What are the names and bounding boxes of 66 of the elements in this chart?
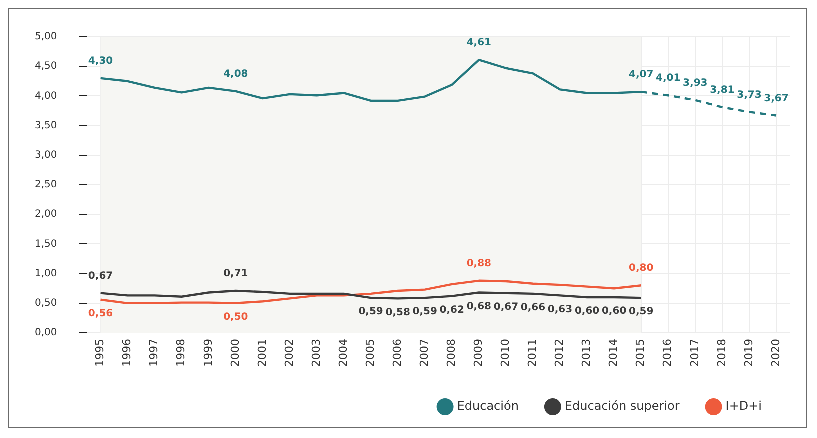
y-tick-label: 3,50 bbox=[35, 120, 58, 132]
data-label: 0,67 bbox=[88, 270, 114, 282]
x-tick-label: 2001 bbox=[256, 339, 269, 368]
y-tick-label: 0,50 bbox=[35, 298, 58, 309]
x-tick-label: 2003 bbox=[310, 339, 323, 368]
x-tick-label: 1997 bbox=[148, 339, 161, 368]
x-tick-label: 2012 bbox=[553, 339, 566, 368]
x-tick-label: 1999 bbox=[202, 339, 215, 368]
legend-label: Educación superior bbox=[564, 399, 680, 414]
y-tick-label: 4,00 bbox=[35, 90, 58, 102]
x-tick-label: 2005 bbox=[364, 339, 377, 368]
x-tick-label: 2019 bbox=[742, 339, 756, 368]
data-label: 0,60 bbox=[574, 306, 600, 318]
data-label: 0,67 bbox=[494, 302, 519, 313]
data-label: 0,56 bbox=[88, 308, 114, 320]
data-label: 3,73 bbox=[737, 90, 762, 101]
data-label: 4,30 bbox=[88, 56, 114, 68]
x-tick-label: 1995 bbox=[94, 339, 107, 368]
x-tick-label: 2018 bbox=[715, 339, 728, 368]
data-label: 0,88 bbox=[466, 258, 492, 270]
x-tick-label: 2007 bbox=[418, 339, 431, 368]
x-tick-label: 2000 bbox=[228, 339, 242, 368]
data-label: 4,07 bbox=[629, 70, 654, 81]
legend-label: Educación bbox=[457, 399, 519, 414]
y-tick-label: 1,50 bbox=[35, 238, 58, 250]
x-tick-label: 2006 bbox=[390, 339, 404, 368]
data-label: 0,59 bbox=[412, 306, 438, 318]
data-label: 0,59 bbox=[358, 306, 384, 318]
data-label: 0,50 bbox=[224, 312, 248, 323]
x-tick-label: 2008 bbox=[445, 339, 458, 368]
x-tick-label: 2013 bbox=[580, 339, 594, 368]
data-label: 0,68 bbox=[466, 301, 492, 312]
data-label: 0,62 bbox=[440, 304, 465, 316]
y-tick-label: 3,00 bbox=[35, 150, 58, 161]
y-tick-label: 2,50 bbox=[35, 180, 58, 191]
data-label: 4,61 bbox=[466, 38, 492, 49]
legend-label: I+D+i bbox=[726, 399, 762, 414]
data-label: 3,67 bbox=[764, 93, 789, 104]
y-tick-label: 1,00 bbox=[35, 268, 58, 280]
x-tick-label: 2014 bbox=[607, 339, 620, 368]
data-label: 0,59 bbox=[629, 306, 654, 318]
x-tick-label: 2004 bbox=[336, 339, 350, 368]
data-label: 0,66 bbox=[520, 302, 546, 314]
data-label: 0,60 bbox=[602, 306, 627, 318]
data-label: 4,01 bbox=[656, 73, 681, 84]
y-tick-label: 5,00 bbox=[35, 32, 58, 43]
y-tick-label: 0,00 bbox=[35, 328, 58, 339]
x-tick-label: 2016 bbox=[661, 339, 674, 368]
data-label: 0,80 bbox=[629, 263, 654, 274]
data-label: 0,58 bbox=[386, 307, 410, 318]
x-tick-label: 2009 bbox=[472, 339, 486, 368]
data-label: 4,08 bbox=[224, 69, 248, 80]
data-label: 0,63 bbox=[548, 304, 573, 316]
x-tick-label: 2011 bbox=[526, 339, 540, 368]
x-tick-label: 2010 bbox=[499, 339, 512, 368]
x-tick-label: 1996 bbox=[120, 339, 134, 368]
y-tick-label: 2,00 bbox=[35, 209, 58, 220]
x-tick-label: 1998 bbox=[174, 339, 188, 368]
x-tick-label: 2015 bbox=[634, 339, 648, 368]
data-label: 3,93 bbox=[683, 78, 708, 89]
y-tick-label: 4,50 bbox=[35, 61, 58, 72]
data-label: 3,81 bbox=[710, 85, 735, 96]
data-label: 0,71 bbox=[224, 268, 248, 280]
x-tick-label: 2020 bbox=[769, 339, 782, 368]
x-tick-label: 2017 bbox=[688, 339, 702, 368]
x-tick-label: 2002 bbox=[282, 339, 296, 368]
